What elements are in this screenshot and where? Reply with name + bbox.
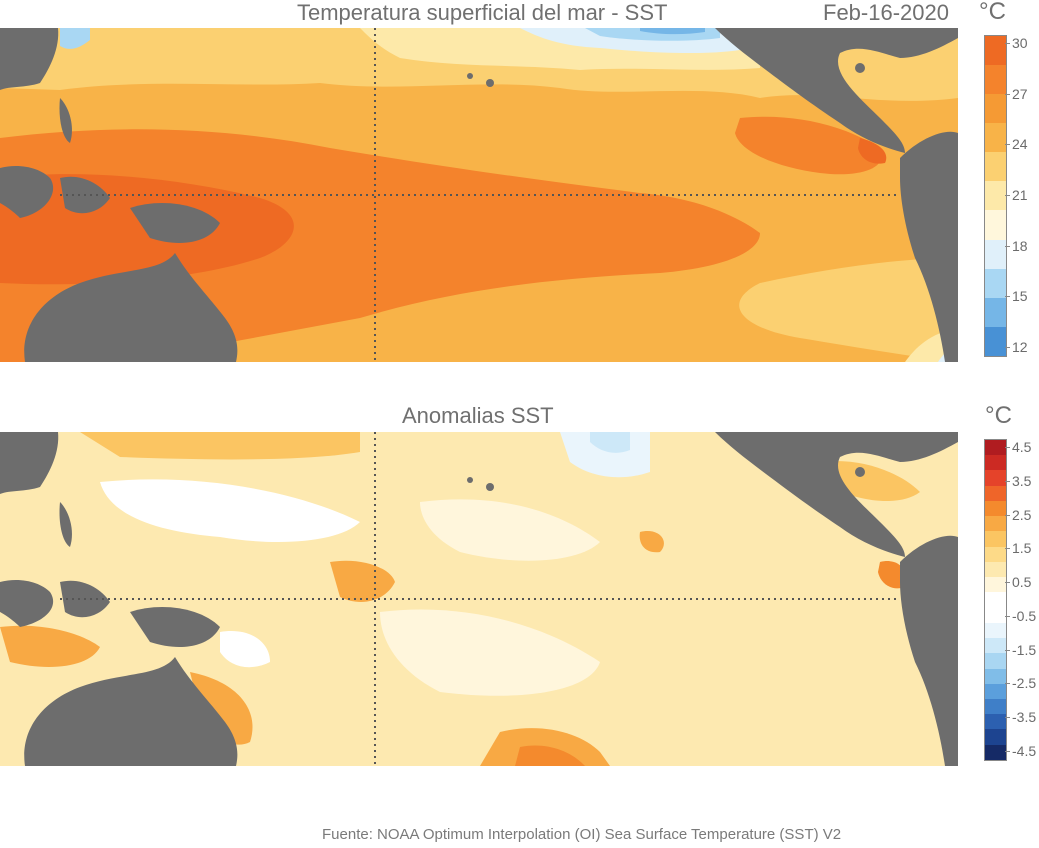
anomaly-colorbar-segment <box>985 698 1006 715</box>
anomaly-colorbar-segment <box>985 622 1006 639</box>
anomaly-colorbar-segment <box>985 470 1006 486</box>
sst-colorbar-segment <box>985 297 1006 327</box>
anomaly-colorbar-segment <box>985 744 1006 760</box>
anomaly-colorbar-tick-mark <box>1005 582 1010 584</box>
anomaly-colorbar-segment <box>985 683 1006 699</box>
anomaly-colorbar-segment <box>985 531 1006 547</box>
sst-map-title: Temperatura superficial del mar - SST <box>297 0 668 25</box>
anomaly-colorbar-tick-mark <box>1005 615 1010 617</box>
anomaly-colorbar-tick-mark <box>1005 514 1010 516</box>
anomaly-colorbar-tick-label: 2.5 <box>1012 506 1032 523</box>
anomaly-colorbar-tick-mark <box>1005 717 1010 719</box>
sst-unit-label: °C <box>979 0 1006 25</box>
anomaly-colorbar-tick-mark <box>1005 480 1010 482</box>
sst-colorbar-tick-mark <box>1005 195 1010 196</box>
anomaly-colorbar-segment <box>985 729 1006 745</box>
sst-colorbar-segment <box>985 123 1006 153</box>
sst-date-label: Feb-16-2020 <box>823 0 949 25</box>
sst-colorbar-segment <box>985 65 1006 95</box>
anomaly-colorbar-segment <box>985 668 1006 684</box>
sst-colorbar-segment <box>985 268 1006 298</box>
sst-colorbar-segment <box>985 36 1006 66</box>
sst-colorbar-tick-label: 18 <box>1012 237 1028 254</box>
anomaly-colorbar-segment <box>985 638 1006 654</box>
anomaly-colorbar-segment <box>985 714 1006 730</box>
sst-colorbar-segment <box>985 94 1006 124</box>
sst-colorbar-tick-label: 30 <box>1012 35 1028 51</box>
sst-colorbar-segment <box>985 152 1006 182</box>
anomaly-colorbar-tick-label: 3.5 <box>1012 472 1032 489</box>
anomaly-map <box>0 432 958 766</box>
anomaly-colorbar <box>984 439 1007 761</box>
anomaly-colorbar-segment <box>985 577 1006 593</box>
sst-colorbar-segment <box>985 326 1006 356</box>
anomaly-colorbar-segment <box>985 500 1006 517</box>
sst-colorbar-tick-label: 12 <box>1012 339 1028 355</box>
anomaly-colorbar-segment <box>985 546 1006 562</box>
sst-map <box>0 28 958 362</box>
anomaly-colorbar-tick-mark <box>1005 447 1010 448</box>
sst-colorbar-tick-mark <box>1005 296 1010 298</box>
anomaly-colorbar-tick-mark <box>1005 683 1010 685</box>
anomaly-colorbar-tick-label: -0.5 <box>1012 607 1037 624</box>
anomaly-colorbar-tick-label: -1.5 <box>1012 641 1037 658</box>
sst-colorbar-tick-label: 21 <box>1012 187 1028 203</box>
anomaly-colorbar-segment <box>985 516 1006 532</box>
sst-colorbar <box>984 35 1007 357</box>
anomaly-unit-label: °C <box>985 402 1012 429</box>
anomaly-map-title: Anomalias SST <box>402 403 554 428</box>
sst-colorbar-tick-mark <box>1005 43 1010 44</box>
sst-colorbar-tick-mark <box>1005 144 1010 146</box>
anomaly-colorbar-tick-mark <box>1005 649 1010 651</box>
anomaly-colorbar-tick-label: 1.5 <box>1012 540 1032 557</box>
sst-colorbar-segment <box>985 239 1006 269</box>
anomaly-colorbar-tick-mark <box>1005 751 1010 752</box>
sst-colorbar-tick-mark <box>1005 93 1010 95</box>
anomaly-colorbar-tick-label: -4.5 <box>1012 743 1037 759</box>
anomaly-colorbar-tick-label: 0.5 <box>1012 574 1032 591</box>
anomaly-colorbar-tick-mark <box>1005 548 1010 550</box>
sst-colorbar-tick-mark <box>1005 245 1010 247</box>
anomaly-colorbar-segment <box>985 607 1006 623</box>
anomaly-colorbar-segment <box>985 440 1006 456</box>
anomaly-colorbar-segment <box>985 485 1006 501</box>
sst-colorbar-tick-label: 27 <box>1012 85 1028 102</box>
anomaly-colorbar-segment <box>985 455 1006 471</box>
sst-colorbar-segment <box>985 210 1006 240</box>
anomaly-colorbar-segment <box>985 653 1006 669</box>
anomaly-colorbar-segment <box>985 592 1006 608</box>
sst-colorbar-tick-label: 15 <box>1012 288 1028 305</box>
anomaly-colorbar-tick-label: -3.5 <box>1012 709 1037 726</box>
sst-colorbar-segment <box>985 181 1006 211</box>
anomaly-colorbar-segment <box>985 561 1006 578</box>
source-caption: Fuente: NOAA Optimum Interpolation (OI) … <box>322 826 842 843</box>
anomaly-colorbar-tick-label: -2.5 <box>1012 675 1037 692</box>
anomaly-colorbar-tick-label: 4.5 <box>1012 439 1032 455</box>
sst-colorbar-tick-mark <box>1005 347 1010 348</box>
sst-colorbar-tick-label: 24 <box>1012 136 1028 153</box>
